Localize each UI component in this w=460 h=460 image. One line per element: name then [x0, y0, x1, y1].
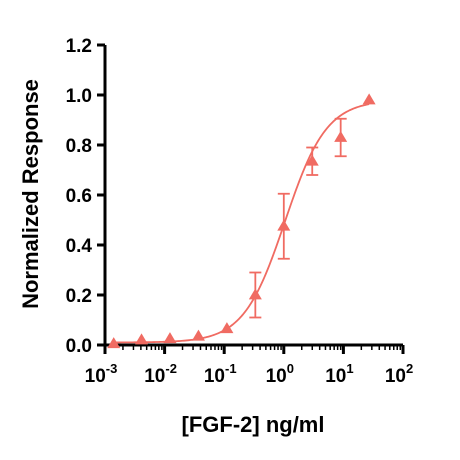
- data-point-triangle: [305, 154, 319, 166]
- data-point-triangle: [163, 332, 177, 344]
- data-point-triangle: [334, 130, 348, 142]
- y-tick-label: 0.2: [66, 286, 92, 307]
- data-point-triangle: [248, 288, 262, 300]
- y-tick-label: 1.0: [66, 86, 92, 107]
- series-fgf2: [107, 93, 376, 349]
- x-tick-label: 101: [325, 361, 353, 387]
- data-point-triangle: [362, 93, 376, 105]
- x-tick-label: 100: [266, 361, 294, 387]
- y-tick-label: 0.6: [66, 186, 92, 207]
- y-tick-label: 0.4: [66, 236, 93, 257]
- x-tick-label: 10-2: [144, 361, 177, 387]
- data-point-triangle: [220, 322, 234, 334]
- x-tick-label: 102: [385, 361, 413, 387]
- y-axis-label: Normalized Response: [18, 79, 43, 309]
- fit-curve: [113, 103, 370, 344]
- x-tick-label: 10-3: [85, 361, 118, 387]
- data-point-triangle: [191, 329, 205, 341]
- x-tick-label: 10-1: [204, 361, 237, 387]
- data-point-triangle: [135, 333, 149, 345]
- y-tick-label: 1.2: [66, 36, 92, 57]
- data-point-triangle: [277, 219, 291, 231]
- data-point-triangle: [107, 337, 121, 349]
- y-tick-label: 0.0: [66, 336, 92, 357]
- axes: 0.0 0.2 0.4 0.6 0.8 1.0 1.2 10-3 10-2 10-1 100 101 1…: [66, 36, 414, 387]
- x-axis-label: [FGF-2] ng/ml: [182, 412, 325, 437]
- y-tick-label: 0.8: [66, 136, 92, 157]
